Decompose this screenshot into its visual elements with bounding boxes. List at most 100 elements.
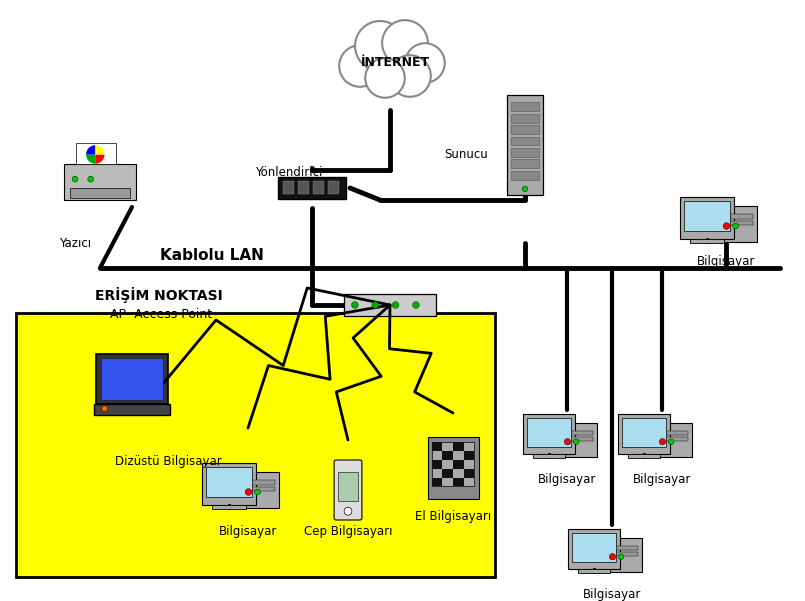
Circle shape (254, 489, 261, 495)
FancyBboxPatch shape (565, 437, 592, 441)
Text: Bilgisayar: Bilgisayar (583, 588, 642, 601)
FancyBboxPatch shape (283, 181, 294, 194)
Circle shape (564, 439, 571, 445)
Circle shape (352, 302, 358, 308)
FancyBboxPatch shape (16, 313, 495, 577)
FancyBboxPatch shape (202, 463, 256, 505)
FancyBboxPatch shape (427, 438, 478, 499)
Circle shape (412, 302, 419, 308)
Text: Bilgisayar: Bilgisayar (633, 473, 691, 486)
Circle shape (668, 439, 674, 445)
FancyBboxPatch shape (64, 164, 136, 200)
FancyBboxPatch shape (93, 404, 171, 415)
Circle shape (618, 554, 624, 560)
FancyBboxPatch shape (328, 181, 340, 194)
FancyBboxPatch shape (442, 451, 453, 460)
FancyBboxPatch shape (660, 430, 687, 435)
FancyBboxPatch shape (246, 487, 275, 491)
Text: Kablolu LAN: Kablolu LAN (160, 248, 264, 263)
Circle shape (72, 176, 78, 182)
Text: Sunucu: Sunucu (444, 148, 488, 162)
Circle shape (372, 302, 378, 308)
FancyBboxPatch shape (684, 201, 730, 231)
Circle shape (522, 186, 528, 192)
FancyBboxPatch shape (606, 538, 642, 572)
FancyBboxPatch shape (533, 454, 565, 458)
FancyBboxPatch shape (568, 529, 620, 569)
FancyBboxPatch shape (464, 451, 474, 460)
FancyBboxPatch shape (660, 437, 687, 441)
FancyBboxPatch shape (628, 454, 660, 458)
Text: Cep Bilgisayarı: Cep Bilgisayarı (303, 525, 392, 538)
FancyBboxPatch shape (691, 239, 724, 243)
Circle shape (573, 439, 579, 445)
FancyBboxPatch shape (453, 460, 464, 469)
FancyBboxPatch shape (622, 418, 666, 447)
FancyBboxPatch shape (510, 102, 539, 111)
Wedge shape (95, 145, 105, 154)
FancyBboxPatch shape (523, 414, 575, 454)
FancyBboxPatch shape (510, 171, 539, 180)
FancyBboxPatch shape (453, 442, 464, 451)
FancyBboxPatch shape (720, 207, 758, 242)
FancyBboxPatch shape (96, 354, 168, 404)
Circle shape (733, 223, 738, 229)
FancyBboxPatch shape (464, 469, 474, 478)
FancyBboxPatch shape (338, 472, 357, 501)
Text: Bilgisayar: Bilgisayar (697, 255, 755, 268)
FancyBboxPatch shape (334, 460, 362, 520)
Circle shape (392, 302, 399, 308)
FancyBboxPatch shape (299, 181, 309, 194)
Circle shape (339, 45, 381, 87)
Circle shape (609, 554, 616, 560)
FancyBboxPatch shape (510, 136, 539, 145)
Text: El Bilgisayarı: El Bilgisayarı (415, 510, 491, 523)
Text: Bilgisayar: Bilgisayar (219, 525, 277, 538)
Circle shape (365, 58, 405, 98)
FancyBboxPatch shape (76, 142, 116, 164)
Circle shape (659, 439, 666, 445)
FancyBboxPatch shape (565, 430, 592, 435)
Circle shape (405, 43, 444, 83)
Circle shape (355, 21, 405, 71)
Wedge shape (95, 154, 105, 163)
FancyBboxPatch shape (431, 478, 442, 486)
Circle shape (101, 406, 108, 412)
FancyBboxPatch shape (724, 215, 753, 219)
FancyBboxPatch shape (578, 569, 610, 573)
FancyBboxPatch shape (70, 189, 130, 198)
FancyBboxPatch shape (510, 148, 539, 157)
Circle shape (389, 55, 431, 97)
FancyBboxPatch shape (431, 442, 442, 451)
Text: Bilgisayar: Bilgisayar (538, 473, 597, 486)
FancyBboxPatch shape (101, 358, 163, 400)
FancyBboxPatch shape (527, 418, 571, 447)
FancyBboxPatch shape (610, 546, 638, 550)
FancyBboxPatch shape (572, 533, 616, 561)
Circle shape (382, 20, 428, 66)
FancyBboxPatch shape (507, 95, 543, 195)
Wedge shape (86, 145, 95, 154)
FancyBboxPatch shape (453, 478, 464, 486)
FancyBboxPatch shape (213, 505, 246, 509)
Circle shape (88, 176, 93, 182)
FancyBboxPatch shape (431, 460, 442, 469)
Wedge shape (86, 154, 95, 163)
Text: ERİŞİM NOKTASI: ERİŞİM NOKTASI (95, 287, 223, 303)
Circle shape (344, 507, 352, 515)
FancyBboxPatch shape (206, 467, 252, 497)
Circle shape (723, 222, 730, 230)
FancyBboxPatch shape (442, 469, 453, 478)
FancyBboxPatch shape (724, 221, 753, 225)
FancyBboxPatch shape (656, 423, 692, 457)
Text: İNTERNET: İNTERNET (361, 56, 430, 70)
Text: Yönlendirici: Yönlendirici (255, 165, 322, 178)
Text: Dizüstü Bilgisayar: Dizüstü Bilgisayar (115, 455, 221, 468)
FancyBboxPatch shape (431, 442, 474, 486)
FancyBboxPatch shape (313, 181, 324, 194)
FancyBboxPatch shape (680, 197, 734, 239)
Circle shape (246, 489, 252, 495)
FancyBboxPatch shape (242, 472, 279, 508)
FancyBboxPatch shape (610, 552, 638, 556)
FancyBboxPatch shape (618, 414, 670, 454)
